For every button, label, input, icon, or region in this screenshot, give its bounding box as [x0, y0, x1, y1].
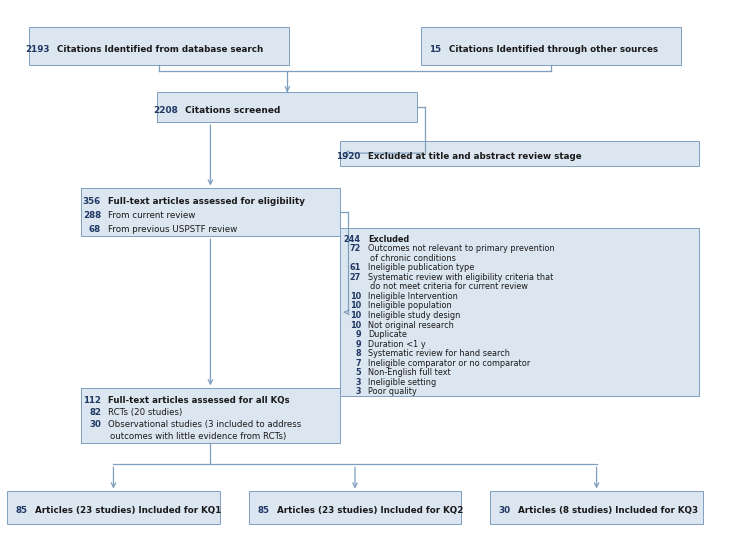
FancyBboxPatch shape — [340, 228, 699, 396]
Text: 10: 10 — [350, 311, 361, 320]
Text: Poor quality: Poor quality — [368, 387, 417, 396]
Text: Ineligible publication type: Ineligible publication type — [368, 263, 474, 273]
Text: 2208: 2208 — [153, 106, 178, 115]
Text: of chronic conditions: of chronic conditions — [370, 254, 455, 263]
Text: From current review: From current review — [108, 211, 195, 220]
Text: do not meet criteria for current review: do not meet criteria for current review — [370, 282, 528, 292]
Text: Ineligible Intervention: Ineligible Intervention — [368, 292, 458, 301]
Text: Duplicate: Duplicate — [368, 330, 407, 339]
Text: 5: 5 — [355, 368, 361, 377]
Text: 7: 7 — [355, 358, 361, 368]
Text: 85: 85 — [258, 507, 269, 515]
Text: 30: 30 — [498, 507, 511, 515]
Text: 27: 27 — [350, 273, 361, 282]
Text: Non-English full text: Non-English full text — [368, 368, 451, 377]
Text: Citations Identified from database search: Citations Identified from database searc… — [57, 45, 264, 54]
Text: Citations screened: Citations screened — [185, 106, 280, 115]
Text: Outcomes not relevant to primary prevention: Outcomes not relevant to primary prevent… — [368, 244, 555, 254]
Text: 10: 10 — [350, 292, 361, 301]
Text: Excluded at title and abstract review stage: Excluded at title and abstract review st… — [368, 152, 582, 161]
Text: 244: 244 — [344, 235, 361, 244]
Text: 10: 10 — [350, 320, 361, 330]
Text: 2193: 2193 — [26, 45, 50, 54]
Text: 3: 3 — [355, 377, 361, 387]
Text: 288: 288 — [83, 211, 101, 220]
Text: 356: 356 — [83, 197, 101, 206]
Text: Not original research: Not original research — [368, 320, 454, 330]
Text: 10: 10 — [350, 301, 361, 311]
Text: 3: 3 — [355, 387, 361, 396]
Text: 85: 85 — [16, 507, 28, 515]
Text: Articles (23 studies) Included for KQ1: Articles (23 studies) Included for KQ1 — [35, 507, 222, 515]
Text: Articles (8 studies) Included for KQ3: Articles (8 studies) Included for KQ3 — [518, 507, 698, 515]
Text: 72: 72 — [350, 244, 361, 254]
Text: 30: 30 — [89, 420, 101, 429]
Text: 9: 9 — [355, 339, 361, 349]
Text: Ineligible study design: Ineligible study design — [368, 311, 460, 320]
Text: Ineligible setting: Ineligible setting — [368, 377, 436, 387]
Text: 68: 68 — [89, 225, 101, 234]
Text: 9: 9 — [355, 330, 361, 339]
Text: Duration <1 y: Duration <1 y — [368, 339, 426, 349]
FancyBboxPatch shape — [81, 188, 340, 236]
Text: 1920: 1920 — [337, 152, 361, 161]
FancyBboxPatch shape — [490, 491, 703, 524]
FancyBboxPatch shape — [340, 141, 699, 166]
FancyBboxPatch shape — [249, 491, 461, 524]
Text: 8: 8 — [355, 349, 361, 358]
Text: From previous USPSTF review: From previous USPSTF review — [108, 225, 238, 234]
Text: Ineligible comparator or no comparator: Ineligible comparator or no comparator — [368, 358, 531, 368]
Text: 15: 15 — [429, 45, 441, 54]
Text: Systematic review with eligibility criteria that: Systematic review with eligibility crite… — [368, 273, 553, 282]
FancyBboxPatch shape — [7, 491, 220, 524]
Text: Systematic review for hand search: Systematic review for hand search — [368, 349, 510, 358]
Text: Excluded: Excluded — [368, 235, 409, 244]
Text: Ineligible population: Ineligible population — [368, 301, 452, 311]
FancyBboxPatch shape — [29, 27, 289, 65]
FancyBboxPatch shape — [81, 388, 340, 443]
Text: outcomes with little evidence from RCTs): outcomes with little evidence from RCTs) — [110, 432, 286, 441]
FancyBboxPatch shape — [157, 92, 417, 122]
Text: Articles (23 studies) Included for KQ2: Articles (23 studies) Included for KQ2 — [277, 507, 463, 515]
Text: 82: 82 — [89, 408, 101, 417]
Text: 112: 112 — [83, 396, 101, 405]
Text: Full-text articles assessed for all KQs: Full-text articles assessed for all KQs — [108, 396, 290, 405]
Text: Full-text articles assessed for eligibility: Full-text articles assessed for eligibil… — [108, 197, 305, 206]
Text: Observational studies (3 included to address: Observational studies (3 included to add… — [108, 420, 302, 429]
Text: Citations Identified through other sources: Citations Identified through other sourc… — [449, 45, 658, 54]
Text: 61: 61 — [350, 263, 361, 273]
Text: RCTs (20 studies): RCTs (20 studies) — [108, 408, 182, 417]
FancyBboxPatch shape — [421, 27, 681, 65]
